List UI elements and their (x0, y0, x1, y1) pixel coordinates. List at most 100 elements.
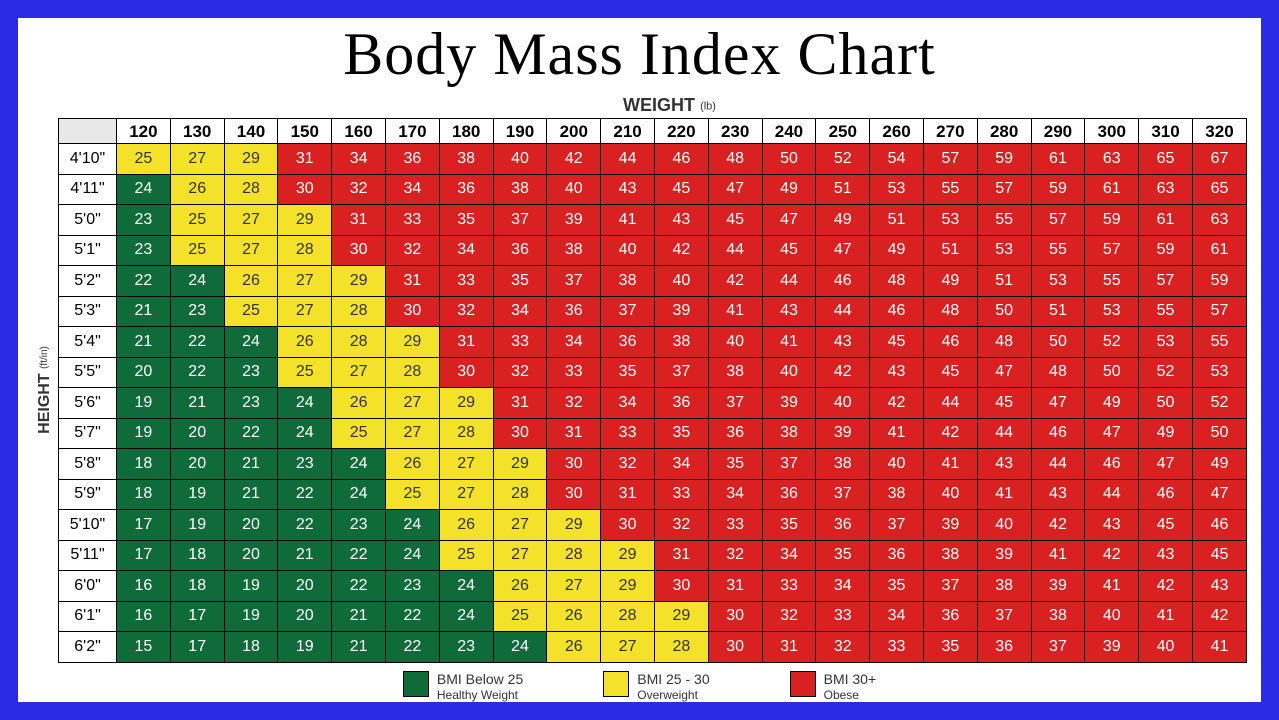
bmi-cell: 53 (977, 235, 1031, 266)
bmi-cell: 46 (1139, 479, 1193, 510)
bmi-cell: 35 (601, 357, 655, 388)
bmi-cell: 22 (170, 357, 224, 388)
bmi-cell: 48 (977, 327, 1031, 358)
bmi-cell: 39 (816, 418, 870, 449)
bmi-cell: 46 (816, 266, 870, 297)
bmi-cell: 29 (439, 388, 493, 419)
bmi-cell: 53 (1031, 266, 1085, 297)
bmi-cell: 23 (224, 357, 278, 388)
bmi-cell: 24 (385, 510, 439, 541)
bmi-cell: 54 (870, 144, 924, 175)
bmi-cell: 43 (816, 327, 870, 358)
bmi-cell: 32 (654, 510, 708, 541)
weight-header: 140 (224, 119, 278, 144)
bmi-cell: 23 (278, 449, 332, 480)
legend-item: BMI 30+Obese (790, 671, 877, 702)
weight-header: 270 (923, 119, 977, 144)
legend-text: BMI 25 - 30Overweight (637, 671, 709, 702)
bmi-cell: 24 (493, 632, 547, 663)
bmi-cell: 43 (762, 296, 816, 327)
bmi-cell: 33 (816, 601, 870, 632)
bmi-cell: 34 (762, 540, 816, 571)
bmi-cell: 43 (1085, 510, 1139, 541)
legend-line2: Healthy Weight (437, 688, 523, 702)
legend-line1: BMI 25 - 30 (637, 671, 709, 687)
bmi-cell: 33 (870, 632, 924, 663)
bmi-cell: 22 (170, 327, 224, 358)
bmi-cell: 46 (1031, 418, 1085, 449)
bmi-cell: 47 (708, 174, 762, 205)
bmi-cell: 51 (977, 266, 1031, 297)
bmi-cell: 18 (224, 632, 278, 663)
bmi-cell: 26 (439, 510, 493, 541)
bmi-table: 1201301401501601701801902002102202302402… (58, 118, 1247, 663)
bmi-cell: 51 (1031, 296, 1085, 327)
bmi-cell: 23 (224, 388, 278, 419)
bmi-cell: 25 (385, 479, 439, 510)
bmi-cell: 27 (224, 235, 278, 266)
bmi-cell: 44 (708, 235, 762, 266)
bmi-cell: 24 (385, 540, 439, 571)
bmi-cell: 46 (654, 144, 708, 175)
bmi-cell: 57 (1139, 266, 1193, 297)
height-header: 6'1" (59, 601, 117, 632)
bmi-cell: 34 (816, 571, 870, 602)
bmi-cell: 32 (708, 540, 762, 571)
bmi-cell: 63 (1139, 174, 1193, 205)
bmi-cell: 26 (547, 601, 601, 632)
height-header: 5'9" (59, 479, 117, 510)
bmi-cell: 34 (385, 174, 439, 205)
bmi-cell: 31 (654, 540, 708, 571)
bmi-cell: 18 (170, 540, 224, 571)
bmi-cell: 48 (708, 144, 762, 175)
bmi-cell: 37 (493, 205, 547, 236)
bmi-cell: 42 (1192, 601, 1246, 632)
bmi-cell: 48 (1031, 357, 1085, 388)
bmi-cell: 33 (601, 418, 655, 449)
bmi-cell: 20 (170, 449, 224, 480)
bmi-cell: 38 (870, 479, 924, 510)
bmi-cell: 25 (117, 144, 171, 175)
bmi-cell: 28 (493, 479, 547, 510)
bmi-cell: 45 (654, 174, 708, 205)
bmi-cell: 59 (1085, 205, 1139, 236)
bmi-cell: 22 (278, 510, 332, 541)
bmi-cell: 22 (117, 266, 171, 297)
bmi-cell: 38 (816, 449, 870, 480)
bmi-cell: 61 (1085, 174, 1139, 205)
bmi-cell: 22 (385, 632, 439, 663)
legend-swatch (603, 671, 629, 697)
bmi-cell: 35 (708, 449, 762, 480)
height-axis-text: HEIGHT (36, 374, 53, 434)
bmi-cell: 53 (870, 174, 924, 205)
bmi-cell: 53 (923, 205, 977, 236)
bmi-cell: 33 (385, 205, 439, 236)
bmi-cell: 63 (1192, 205, 1246, 236)
bmi-cell: 31 (278, 144, 332, 175)
bmi-cell: 35 (923, 632, 977, 663)
bmi-cell: 41 (708, 296, 762, 327)
bmi-cell: 24 (278, 388, 332, 419)
bmi-cell: 23 (170, 296, 224, 327)
bmi-cell: 41 (1085, 571, 1139, 602)
bmi-cell: 27 (278, 296, 332, 327)
legend-line1: BMI 30+ (824, 671, 877, 687)
corner-cell (59, 119, 117, 144)
bmi-cell: 52 (1192, 388, 1246, 419)
bmi-cell: 42 (1031, 510, 1085, 541)
bmi-cell: 41 (601, 205, 655, 236)
bmi-cell: 37 (708, 388, 762, 419)
bmi-cell: 27 (278, 266, 332, 297)
bmi-cell: 36 (493, 235, 547, 266)
bmi-cell: 21 (170, 388, 224, 419)
bmi-cell: 42 (1085, 540, 1139, 571)
bmi-cell: 20 (117, 357, 171, 388)
bmi-cell: 23 (117, 205, 171, 236)
bmi-cell: 38 (547, 235, 601, 266)
bmi-cell: 35 (493, 266, 547, 297)
bmi-cell: 44 (1031, 449, 1085, 480)
bmi-cell: 65 (1192, 174, 1246, 205)
chart-title: Body Mass Index Chart (32, 18, 1247, 95)
bmi-cell: 55 (1139, 296, 1193, 327)
bmi-cell: 37 (923, 571, 977, 602)
